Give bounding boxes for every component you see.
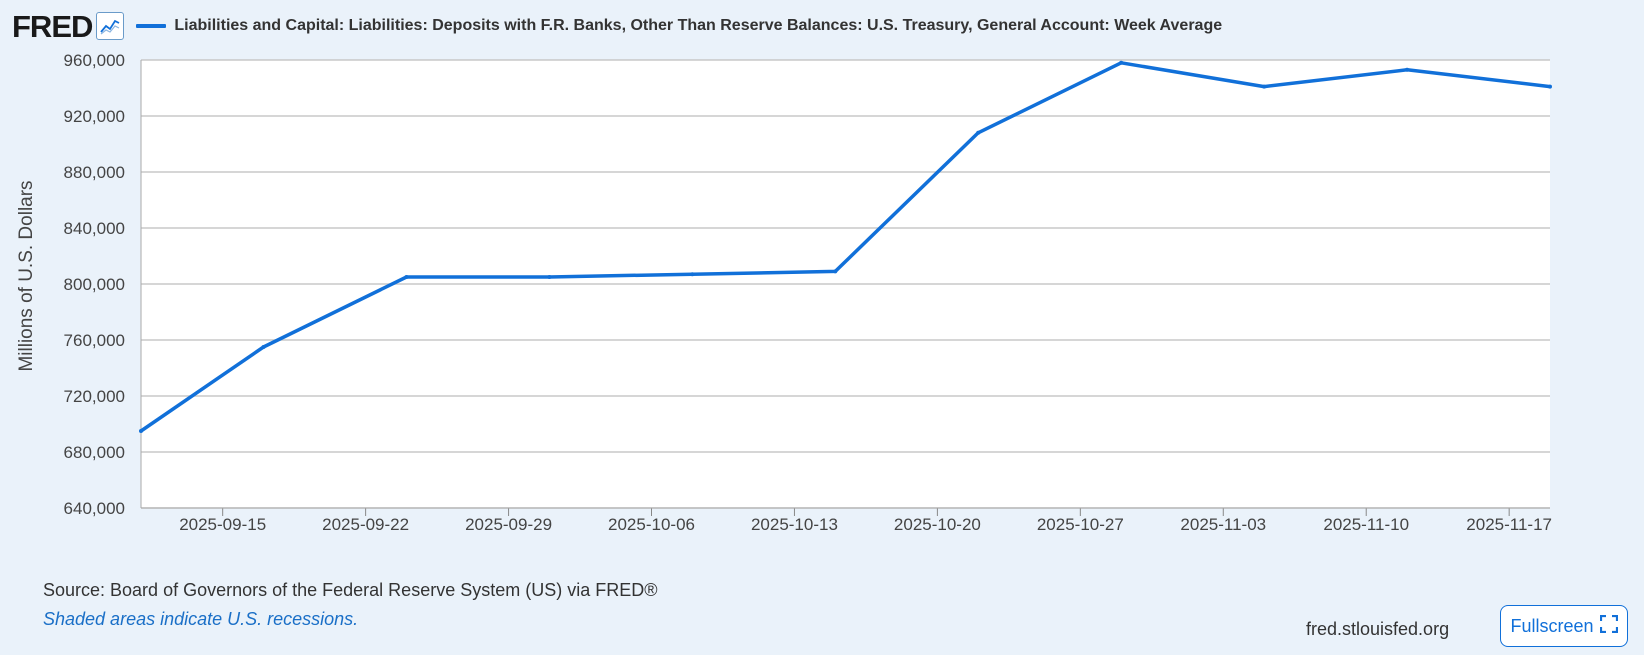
x-tick-label: 2025-11-10 (1323, 515, 1409, 534)
recession-note: Shaded areas indicate U.S. recessions. (43, 609, 359, 629)
x-tick-label: 2025-10-27 (1037, 515, 1124, 534)
x-tick-label: 2025-10-06 (608, 515, 695, 534)
y-tick-label: 920,000 (64, 107, 125, 126)
data-point[interactable] (976, 130, 981, 135)
x-tick-label: 2025-09-22 (322, 515, 409, 534)
y-tick-label: 840,000 (64, 219, 125, 238)
data-point[interactable] (547, 275, 552, 279)
line-chart-icon[interactable] (96, 12, 125, 40)
fullscreen-label: Fullscreen (1510, 615, 1594, 636)
data-point[interactable] (261, 345, 266, 349)
data-point[interactable] (1405, 67, 1410, 72)
data-point[interactable] (690, 272, 695, 277)
series-group (139, 60, 1552, 433)
x-tick-label: 2025-10-13 (751, 515, 838, 534)
y-tick-label: 880,000 (64, 163, 125, 182)
legend-series-label: Liabilities and Capital: Liabilities: De… (174, 17, 1223, 34)
y-tick-label: 760,000 (64, 331, 125, 350)
expand-icon (1599, 614, 1618, 638)
source-text: Source: Board of Governors of the Federa… (43, 580, 658, 600)
x-axis-ticks: 2025-09-15 2025-09-22 2025-09-29 2025-10-06… (179, 508, 1552, 534)
x-tick-label: 2025-11-17 (1466, 515, 1552, 534)
x-tick-label: 2025-09-29 (465, 515, 552, 534)
x-tick-label: 2025-09-15 (179, 515, 266, 534)
y-tick-label: 720,000 (64, 387, 125, 406)
fred-logo[interactable]: FRED (12, 8, 93, 44)
y-tick-label: 640,000 (64, 499, 125, 518)
x-tick-label: 2025-10-20 (894, 515, 981, 534)
y-tick-label: 960,000 (64, 51, 125, 70)
y-axis-label: Millions of U.S. Dollars (16, 180, 37, 371)
site-link[interactable]: fred.stlouisfed.org (1306, 619, 1450, 639)
data-point[interactable] (1548, 84, 1552, 89)
data-point[interactable] (1262, 84, 1267, 89)
chart-header: FRED Liabilities and Capital: Liabilitie… (12, 8, 1222, 44)
data-point[interactable] (1119, 60, 1124, 65)
data-point[interactable] (404, 275, 409, 279)
y-tick-label: 800,000 (64, 275, 125, 294)
fullscreen-button[interactable]: Fullscreen (1500, 605, 1628, 647)
data-point[interactable] (139, 429, 143, 433)
y-tick-label: 680,000 (64, 443, 125, 462)
legend-swatch (136, 24, 167, 28)
x-tick-label: 2025-11-03 (1180, 515, 1266, 534)
y-axis-ticks: 640,000 680,000 720,000 760,000 800,000 840,0… (64, 51, 125, 518)
data-point[interactable] (833, 269, 838, 274)
